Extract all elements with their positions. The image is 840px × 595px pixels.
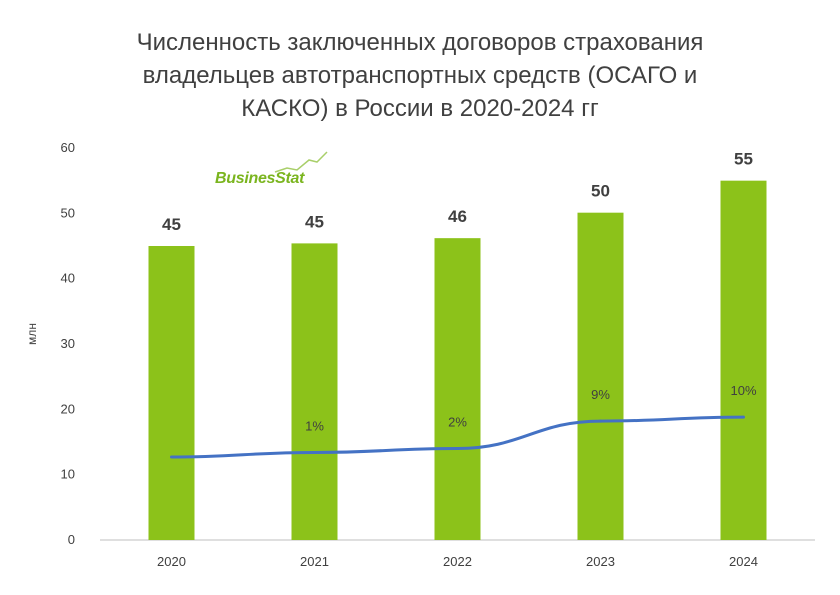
line-point (456, 447, 459, 451)
line-data-label: 1% (305, 418, 324, 433)
bar-data-label: 45 (162, 215, 181, 234)
y-tick-label: 50 (61, 205, 75, 220)
x-tick-label: 2020 (157, 554, 186, 569)
x-tick-label: 2021 (300, 554, 329, 569)
bar (720, 180, 767, 540)
bar (434, 238, 481, 540)
title-line-2: владельцев автотранспортных средств (ОСА… (142, 62, 698, 89)
y-tick-label: 0 (68, 532, 75, 547)
y-tick-label: 20 (61, 401, 75, 416)
logo-chart-icon (274, 151, 328, 173)
bar-data-label: 45 (305, 212, 324, 231)
x-tick-label: 2024 (729, 554, 758, 569)
bar-data-label: 50 (591, 182, 610, 201)
line-point (313, 450, 316, 454)
line-data-label: 2% (448, 415, 467, 430)
line-point (170, 455, 173, 459)
line-point (742, 415, 745, 419)
bar (577, 212, 624, 540)
title-line-3: КАСКО) в России в 2020-2024 гг (241, 95, 599, 122)
businesstat-logo: BusinesStat (215, 150, 335, 190)
logo-text: BusinesStat (215, 170, 305, 187)
y-tick-label: 10 (61, 467, 75, 482)
chart-title: Численность заключенных договоров страхо… (0, 26, 840, 125)
bar-data-label: 55 (734, 150, 753, 169)
x-tick-label: 2023 (586, 554, 615, 569)
line-point (599, 419, 602, 423)
title-line-1: Численность заключенных договоров страхо… (136, 29, 704, 56)
bar (291, 243, 338, 541)
x-tick-label: 2022 (443, 554, 472, 569)
bar (148, 246, 195, 540)
bar-data-label: 46 (448, 207, 467, 226)
y-tick-label: 30 (61, 336, 75, 351)
y-tick-label: 60 (61, 140, 75, 155)
line-data-label: 10% (730, 383, 756, 398)
line-data-label: 9% (591, 387, 610, 402)
y-axis-label: млн (25, 323, 39, 345)
y-tick-label: 40 (61, 271, 75, 286)
